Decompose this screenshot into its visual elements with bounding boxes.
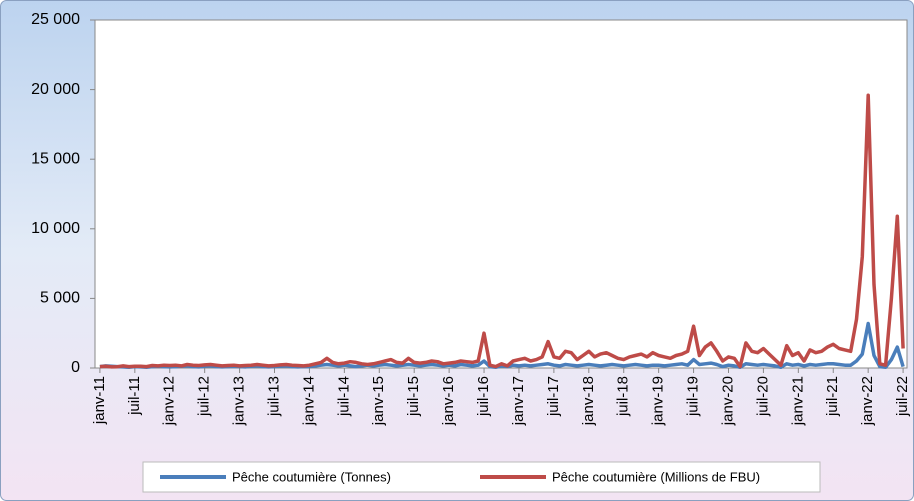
x-tick-label: janv-15	[370, 376, 387, 426]
x-tick-label: janv-11	[91, 376, 108, 425]
y-tick-label: 0	[71, 359, 80, 376]
y-tick-label: 20 000	[31, 81, 80, 98]
x-tick-label: janv-19	[650, 376, 667, 426]
x-tick-label: janv-14	[300, 376, 317, 426]
x-tick-label: juil-17	[545, 376, 562, 417]
x-tick-label: juil-18	[615, 376, 632, 417]
x-tick-label: janv-18	[580, 376, 597, 426]
x-tick-label: janv-22	[859, 376, 876, 426]
x-tick-label: janv-12	[161, 376, 178, 426]
legend-label: Pêche coutumière (Tonnes)	[232, 469, 391, 484]
x-tick-label: juil-14	[335, 376, 352, 417]
legend-label: Pêche coutumière (Millions de FBU)	[552, 469, 760, 484]
x-tick-label: juil-20	[754, 376, 771, 417]
x-tick-label: juil-22	[894, 376, 911, 417]
y-tick-label: 15 000	[31, 150, 80, 167]
y-tick-label: 10 000	[31, 220, 80, 237]
x-tick-label: juil-15	[405, 376, 422, 417]
x-tick-label: juil-11	[126, 376, 143, 416]
plot-area	[94, 19, 908, 369]
x-tick-label: janv-17	[510, 376, 527, 426]
x-tick-label: juil-12	[196, 376, 213, 417]
y-tick-label: 5 000	[40, 290, 80, 307]
series-line	[99, 93, 905, 369]
x-tick-label: janv-20	[719, 376, 736, 426]
x-tick-label: juil-16	[475, 376, 492, 417]
x-tick-label: juil-19	[685, 376, 702, 417]
x-tick-label: juil-13	[265, 376, 282, 417]
x-tick-label: janv-13	[231, 376, 248, 426]
y-tick-label: 25 000	[31, 11, 80, 28]
x-tick-label: janv-16	[440, 376, 457, 426]
x-tick-label: juil-21	[824, 376, 841, 417]
x-tick-label: janv-21	[789, 376, 806, 426]
